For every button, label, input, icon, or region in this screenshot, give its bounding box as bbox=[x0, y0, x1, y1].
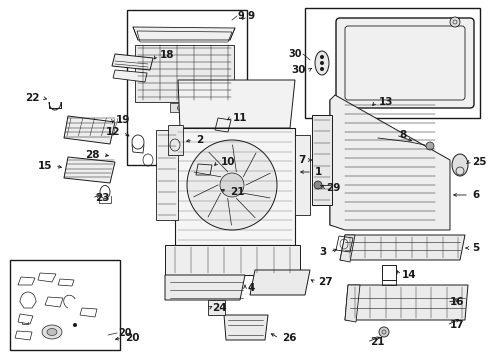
Text: 10: 10 bbox=[221, 157, 235, 167]
Polygon shape bbox=[178, 80, 294, 128]
Polygon shape bbox=[311, 115, 331, 205]
Bar bbox=[127, 10, 246, 165]
Text: 24: 24 bbox=[212, 303, 226, 313]
Polygon shape bbox=[64, 157, 115, 183]
Text: 25: 25 bbox=[471, 157, 486, 167]
Text: 5: 5 bbox=[471, 243, 478, 253]
Polygon shape bbox=[339, 235, 354, 262]
Bar bbox=[10, 260, 120, 350]
Ellipse shape bbox=[47, 328, 57, 336]
Circle shape bbox=[378, 327, 388, 337]
Polygon shape bbox=[64, 116, 115, 144]
Text: 7: 7 bbox=[298, 155, 305, 165]
Text: 3: 3 bbox=[319, 247, 326, 257]
Text: 4: 4 bbox=[247, 283, 255, 293]
Text: 15: 15 bbox=[38, 161, 52, 171]
Polygon shape bbox=[170, 103, 200, 112]
Circle shape bbox=[313, 181, 321, 189]
Polygon shape bbox=[329, 100, 444, 225]
Polygon shape bbox=[345, 285, 467, 320]
Polygon shape bbox=[156, 130, 178, 220]
Text: 23: 23 bbox=[95, 193, 109, 203]
Polygon shape bbox=[207, 300, 224, 315]
Polygon shape bbox=[168, 125, 183, 155]
Circle shape bbox=[186, 140, 276, 230]
FancyBboxPatch shape bbox=[335, 18, 473, 108]
Circle shape bbox=[319, 61, 324, 65]
Text: 1: 1 bbox=[314, 167, 322, 177]
Circle shape bbox=[319, 55, 324, 59]
Text: 21: 21 bbox=[229, 187, 244, 197]
Polygon shape bbox=[224, 315, 267, 340]
Polygon shape bbox=[175, 128, 294, 245]
Polygon shape bbox=[345, 285, 359, 322]
Text: 30: 30 bbox=[291, 65, 305, 75]
Text: 20: 20 bbox=[118, 328, 131, 338]
Text: 19: 19 bbox=[116, 115, 130, 125]
Polygon shape bbox=[133, 27, 235, 40]
Text: 12: 12 bbox=[105, 127, 120, 137]
Text: 6: 6 bbox=[471, 190, 478, 200]
Polygon shape bbox=[113, 70, 147, 82]
Text: 11: 11 bbox=[232, 113, 247, 123]
Circle shape bbox=[425, 142, 433, 150]
Text: 8: 8 bbox=[398, 130, 406, 140]
Text: 17: 17 bbox=[449, 320, 464, 330]
Polygon shape bbox=[164, 275, 244, 300]
Text: 27: 27 bbox=[317, 277, 332, 287]
Text: 9: 9 bbox=[247, 11, 255, 21]
Polygon shape bbox=[339, 235, 464, 260]
Circle shape bbox=[449, 17, 459, 27]
Polygon shape bbox=[294, 135, 309, 215]
Text: 9: 9 bbox=[238, 11, 244, 21]
Polygon shape bbox=[112, 54, 153, 70]
Polygon shape bbox=[135, 45, 234, 102]
Text: 22: 22 bbox=[25, 93, 40, 103]
Text: 18: 18 bbox=[160, 50, 174, 60]
Text: 28: 28 bbox=[85, 150, 100, 160]
Polygon shape bbox=[329, 95, 449, 230]
Circle shape bbox=[319, 67, 324, 71]
Text: 16: 16 bbox=[449, 297, 464, 307]
Text: 26: 26 bbox=[282, 333, 296, 343]
Text: 14: 14 bbox=[401, 270, 416, 280]
Text: 13: 13 bbox=[378, 97, 393, 107]
Text: 29: 29 bbox=[325, 183, 340, 193]
Ellipse shape bbox=[451, 154, 467, 176]
Ellipse shape bbox=[177, 104, 192, 112]
Text: 20: 20 bbox=[125, 333, 139, 343]
Polygon shape bbox=[164, 245, 299, 275]
Ellipse shape bbox=[314, 51, 328, 75]
Circle shape bbox=[220, 173, 244, 197]
Bar bbox=[305, 8, 479, 118]
Circle shape bbox=[73, 323, 77, 327]
Text: 21: 21 bbox=[369, 337, 384, 347]
Text: 2: 2 bbox=[196, 135, 203, 145]
Polygon shape bbox=[249, 270, 309, 295]
Ellipse shape bbox=[42, 325, 62, 339]
Text: 30: 30 bbox=[288, 49, 302, 59]
